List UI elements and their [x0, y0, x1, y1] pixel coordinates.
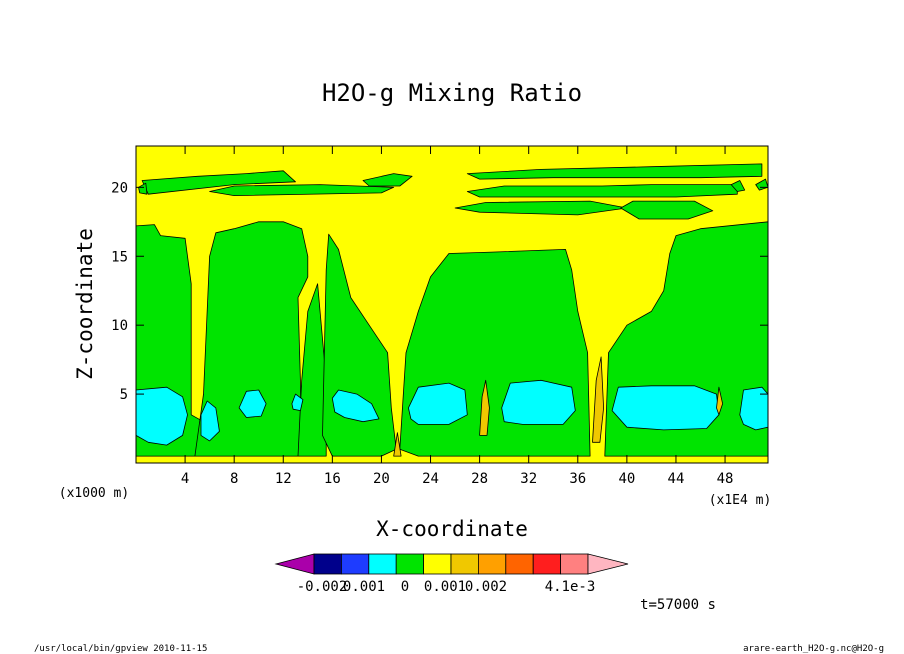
x-unit-right-label: (x1E4 m): [709, 493, 772, 508]
x-axis-label: X-coordinate: [376, 517, 528, 541]
colorbar-swatch: [532, 553, 562, 575]
colorbar-label: 0.001: [424, 579, 466, 595]
colorbar-swatch: [395, 553, 425, 575]
contour-region-mid: [466, 184, 738, 198]
contour-region-low: [135, 386, 188, 446]
x-tick-label: 12: [275, 471, 292, 487]
x-tick-label: 8: [230, 471, 238, 487]
contour-region-mid: [297, 283, 327, 457]
colorbar-swatch: [340, 553, 370, 575]
contour-region-mid: [141, 170, 296, 195]
y-tick-label: 5: [120, 387, 128, 403]
colorbar-swatch: [560, 553, 589, 575]
contour-region-peak: [479, 379, 490, 436]
colorbar-swatch: [313, 553, 342, 575]
chart-title: H2O-g Mixing Ratio: [322, 79, 582, 107]
contour-region-peak: [592, 356, 604, 443]
contour-region-peak: [393, 432, 402, 457]
colorbar-label: -0.002: [297, 579, 348, 595]
x-tick-label: 4: [181, 471, 189, 487]
contour-region-mid: [466, 163, 763, 180]
time-label: t=57000 s: [640, 597, 716, 613]
x-unit-left-label: (x1000 m): [59, 486, 129, 501]
contour-region-mid: [209, 184, 395, 197]
colorbar-label: 0: [401, 579, 409, 595]
contour-region-low: [200, 400, 220, 442]
x-tick-label: 20: [373, 471, 390, 487]
contour-region-low: [331, 389, 380, 423]
colorbar-swatch: [423, 553, 452, 575]
colorbar-swatch: [450, 553, 479, 575]
x-axis: 4 8 12 16 20 24 28 32 36 40 44 48: [181, 146, 734, 487]
colorbar-label: 4.1e-3: [545, 579, 596, 595]
contour-region-low: [501, 379, 576, 425]
y-tick-label: 20: [111, 180, 128, 196]
x-tick-label: 40: [618, 471, 635, 487]
y-tick-label: 15: [111, 249, 128, 265]
colorbar-swatch: [505, 553, 534, 575]
contour-region-mid: [194, 221, 309, 457]
y-axis: 5 10 15 20: [111, 180, 768, 403]
y-axis-label: Z-coordinate: [73, 228, 97, 380]
contour-region-low: [238, 389, 267, 418]
x-tick-label: 36: [569, 471, 586, 487]
y-tick-label: 10: [111, 318, 128, 334]
x-tick-label: 48: [717, 471, 734, 487]
colorbar-swatch: [477, 553, 507, 575]
footer-path-date: /usr/local/bin/gpview 2010-11-15: [34, 644, 207, 654]
contour-region-mid: [362, 173, 413, 187]
contour-region-low: [407, 382, 468, 425]
colorbar-arrow-low: [274, 553, 315, 575]
x-tick-label: 16: [324, 471, 341, 487]
contour-region-peak: [716, 386, 723, 416]
x-tick-label: 28: [471, 471, 488, 487]
colorbar-label: 0.002: [465, 579, 507, 595]
x-tick-label: 24: [422, 471, 439, 487]
x-tick-label: 44: [668, 471, 685, 487]
colorbar-label: 0.001: [343, 579, 385, 595]
contour-region-mid: [138, 182, 148, 195]
colorbar-arrow-high: [587, 553, 629, 575]
x-tick-label: 32: [520, 471, 537, 487]
contour-region-low: [611, 385, 720, 431]
contour-region-low: [291, 393, 304, 412]
contour-region-mid: [620, 200, 714, 220]
contour-region-mid: [730, 180, 746, 192]
plot-frame: [135, 145, 769, 464]
colorbar-swatch: [368, 553, 397, 575]
footer-source: arare-earth_H2O-g.nc@H2O-g: [743, 644, 884, 654]
contour-regions: [135, 163, 769, 457]
